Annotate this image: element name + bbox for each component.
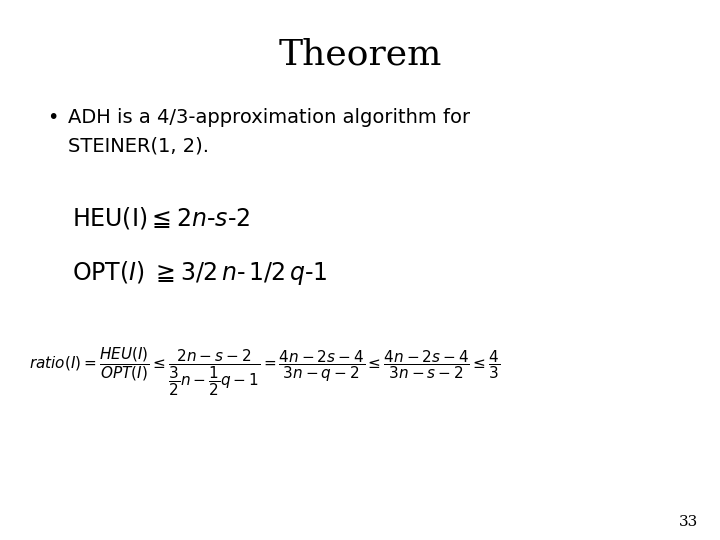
Text: •: • bbox=[47, 108, 58, 127]
Text: Theorem: Theorem bbox=[279, 38, 441, 72]
Text: ADH is a 4/3-approximation algorithm for
STEINER(1, 2).: ADH is a 4/3-approximation algorithm for… bbox=[68, 108, 471, 155]
Text: $\mathrm{OPT(}I\mathrm{)} \;\geqq 3/2\,n\text{-}\,1/2\,q\text{-}1$: $\mathrm{OPT(}I\mathrm{)} \;\geqq 3/2\,n… bbox=[72, 259, 328, 287]
Text: $\mathit{ratio}(I) = \dfrac{\mathit{HEU}(I)}{\mathit{OPT}(I)}\leq \dfrac{2n-s-2}: $\mathit{ratio}(I) = \dfrac{\mathit{HEU}… bbox=[29, 346, 500, 398]
Text: 33: 33 bbox=[679, 515, 698, 529]
Text: $\mathrm{HEU(I)} \leqq 2n\text{-}s\text{-}2$: $\mathrm{HEU(I)} \leqq 2n\text{-}s\text{… bbox=[72, 205, 251, 231]
